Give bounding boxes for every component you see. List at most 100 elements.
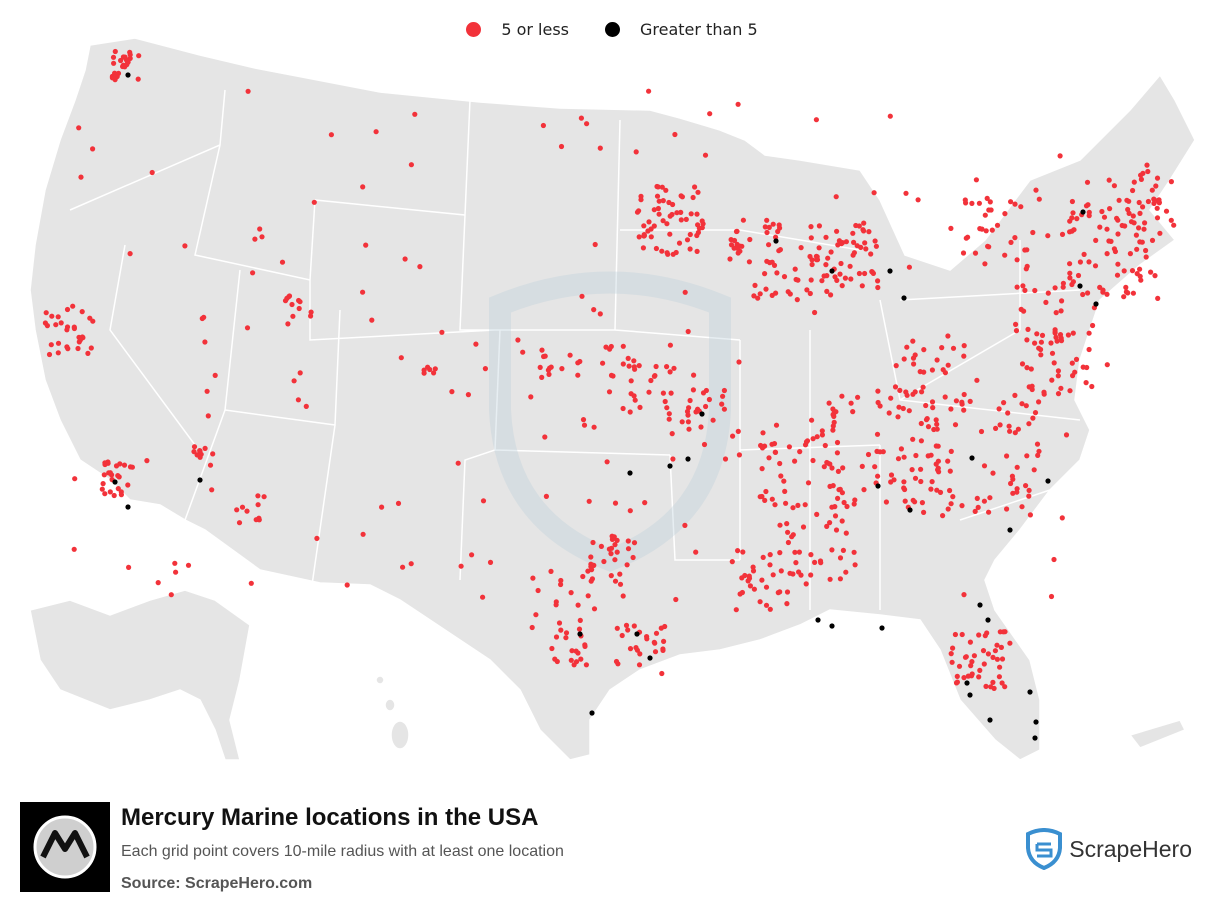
location-dot (619, 632, 625, 639)
location-dot (728, 242, 735, 248)
location-dot (798, 245, 804, 251)
location-dot (667, 342, 674, 348)
location-dot (720, 393, 726, 399)
location-dot (776, 222, 782, 228)
location-dot (891, 477, 897, 483)
location-dot (986, 207, 992, 213)
location-dot (974, 495, 980, 501)
location-dot (1032, 410, 1039, 416)
location-dot (528, 394, 534, 400)
location-dot (977, 226, 983, 232)
location-dot (617, 581, 624, 587)
location-dot (575, 372, 581, 378)
location-dot (945, 362, 951, 368)
location-dot (783, 500, 789, 506)
location-dot (834, 450, 841, 456)
location-dot (556, 620, 563, 626)
location-dot (655, 205, 662, 212)
location-dot (1123, 284, 1129, 290)
location-dot (837, 576, 844, 582)
location-dot (297, 370, 303, 376)
location-dot (636, 234, 642, 240)
location-dot (919, 500, 926, 506)
location-dot (668, 390, 674, 396)
location-dot (769, 292, 775, 298)
location-dot (777, 247, 784, 253)
location-dot (1058, 385, 1064, 391)
location-dot-dense (879, 625, 885, 631)
location-dot (620, 593, 626, 599)
location-dot (887, 113, 893, 119)
location-dot (431, 370, 437, 376)
location-dot (901, 454, 907, 460)
location-dot (961, 592, 967, 598)
location-dot (1156, 197, 1162, 203)
location-dot (577, 617, 583, 624)
location-dot (369, 317, 375, 323)
location-dot (70, 303, 76, 309)
location-dot (590, 539, 596, 546)
footer: Mercury Marine locations in the USA Each… (0, 800, 1224, 902)
location-dot (630, 554, 636, 561)
location-dot (925, 424, 932, 430)
location-dot (750, 564, 756, 570)
location-dot (606, 389, 613, 395)
location-dot-dense (875, 483, 881, 489)
location-dot (627, 508, 633, 514)
location-dot (455, 460, 461, 466)
location-dot (144, 458, 150, 464)
location-dot (694, 248, 700, 254)
location-dot (1038, 339, 1044, 345)
location-dot (910, 497, 916, 503)
location-dot (869, 269, 875, 275)
location-dot (102, 491, 108, 497)
location-dot (1084, 364, 1090, 371)
location-dot (840, 465, 846, 471)
location-dot (865, 451, 872, 458)
location-dot (239, 504, 246, 510)
chart-subtitle: Each grid point covers 10-mile radius wi… (121, 843, 564, 860)
location-dot (49, 313, 55, 319)
location-dot (781, 478, 787, 484)
location-dot (685, 328, 691, 335)
location-dot (996, 406, 1002, 412)
location-dot (989, 227, 995, 233)
location-dot (960, 250, 967, 256)
location-dot (710, 417, 716, 423)
location-dot (827, 520, 833, 526)
location-dot (762, 271, 768, 277)
location-dot (1138, 172, 1144, 178)
location-dot (1036, 345, 1042, 351)
location-dot (586, 498, 592, 504)
location-dot (1121, 268, 1127, 274)
location-dot (911, 361, 917, 367)
location-dot (950, 345, 957, 351)
location-dot (279, 259, 286, 265)
location-dot (1033, 187, 1039, 193)
location-dot (770, 221, 776, 227)
location-dot (1019, 361, 1026, 367)
location-dot (981, 661, 987, 667)
location-dot (828, 292, 834, 298)
location-dot (1144, 162, 1150, 168)
location-dot (1077, 259, 1083, 265)
location-dot (686, 405, 692, 411)
location-dot (90, 146, 96, 152)
location-dot (1030, 415, 1036, 421)
location-dot (79, 309, 85, 315)
location-dot (793, 560, 799, 566)
location-dot (660, 198, 666, 204)
location-dot (702, 152, 709, 158)
location-dot (659, 248, 665, 254)
location-dot (99, 486, 105, 492)
location-dot (868, 251, 874, 257)
location-dot (667, 369, 673, 375)
location-dot (910, 355, 917, 361)
location-dot (840, 547, 847, 554)
location-dot (88, 345, 94, 351)
location-dot (918, 438, 925, 444)
location-dot (735, 548, 741, 554)
location-dot (939, 345, 945, 351)
location-dot (634, 209, 641, 215)
location-dot (624, 562, 630, 568)
